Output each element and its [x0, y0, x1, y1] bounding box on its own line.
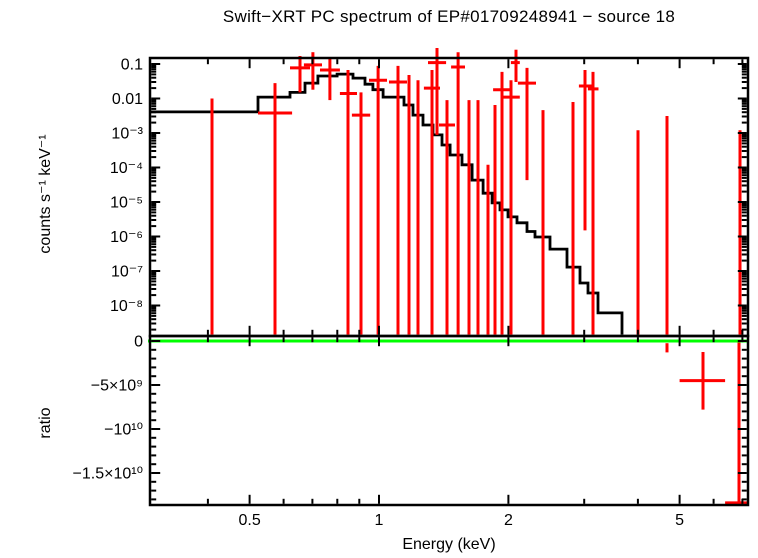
y-tick-label-ratio: −5×10⁹	[91, 378, 143, 395]
y-tick-label-counts: 10⁻⁶	[110, 229, 143, 246]
y-tick-label-counts: 10⁻⁴	[110, 160, 143, 177]
y-tick-label-counts: 10⁻³	[111, 126, 143, 143]
plot-title: Swift−XRT PC spectrum of EP#01709248941 …	[222, 7, 676, 26]
y-tick-label-counts: 10⁻⁷	[111, 264, 143, 281]
y-tick-label-counts: 10⁻⁵	[110, 195, 143, 212]
x-tick-label: 1	[375, 512, 384, 529]
plot-frame-spectrum	[148, 56, 750, 338]
y-tick-label-counts: 0.1	[121, 57, 143, 74]
x-tick-label: 5	[675, 512, 684, 529]
y-tick-label-ratio: −10¹⁰	[104, 422, 143, 439]
y-tick-label-ratio: 0	[134, 334, 143, 351]
y-tick-label-counts: 0.01	[112, 91, 143, 108]
x-tick-label: 2	[504, 512, 513, 529]
y-tick-label-ratio: −1.5×10¹⁰	[73, 466, 143, 483]
x-axis-label-energy: Energy (keV)	[402, 536, 496, 553]
model-step-line	[149, 72, 624, 335]
x-tick-label: 0.5	[238, 512, 260, 529]
plot-frame-ratio	[148, 334, 750, 507]
y-tick-label-counts: 10⁻⁸	[110, 298, 143, 315]
